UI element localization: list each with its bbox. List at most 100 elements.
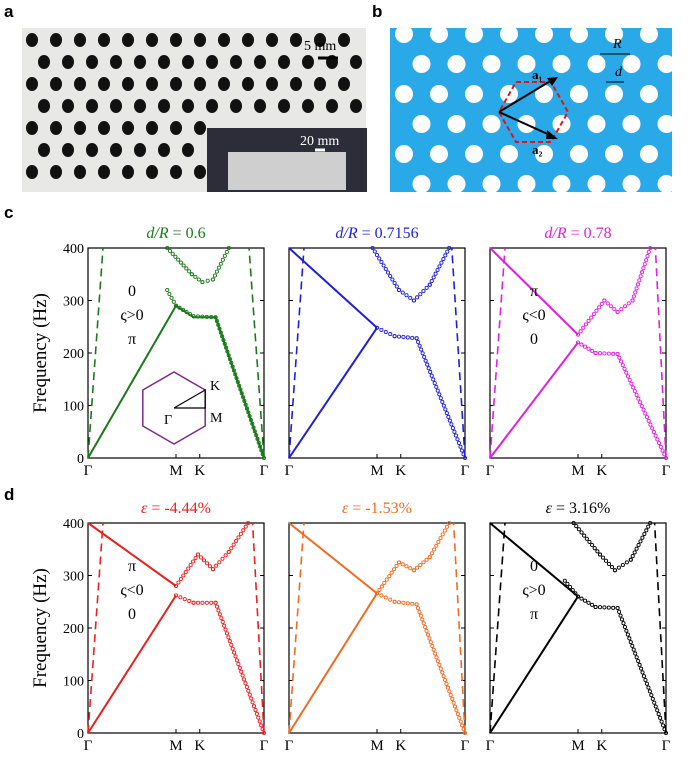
band-point [586,318,591,324]
d-label: d [615,65,623,80]
photo-hole [350,99,362,113]
band-point [643,677,648,683]
band-point [170,251,175,256]
band-point [171,299,176,304]
band-point [429,279,434,284]
lattice-background [390,28,672,192]
band-point [396,600,402,605]
band-point [223,627,228,632]
band-point [418,562,423,568]
band-point [173,583,179,589]
band-point [176,580,181,585]
y-tick-label: 0 [77,452,84,467]
band-point [624,560,629,565]
lattice-hole [535,85,553,103]
band-point [178,576,183,582]
x-tick-label: M [169,463,182,479]
band-dashed-line [288,522,305,734]
band-point [435,388,440,393]
chart-title-value: = -1.53% [348,500,412,517]
band-point [644,415,650,420]
band-point [244,684,249,690]
band-point [396,560,402,565]
band-point [641,407,646,412]
band-dashed-line [87,247,104,459]
band-point [612,568,618,573]
band-point [236,662,241,667]
inset-K: K [210,379,220,394]
band-point [226,549,231,554]
band-point [632,550,637,555]
scale-label-inset: 20 mm [300,134,339,149]
band-point [410,601,415,606]
band-point [578,329,583,334]
lattice-hole [395,145,413,163]
band-point [642,262,647,267]
chart-frame [288,522,466,734]
band-point [214,604,220,609]
band-point [243,402,248,407]
band-point [582,598,588,603]
band-point [448,693,453,698]
lattice-hole [412,115,431,133]
x-tick-label: K [395,738,406,754]
band-point [377,587,382,592]
band-point [431,377,436,382]
band-point [184,266,189,271]
y-tick-label: 200 [63,622,84,637]
band-point [241,528,246,533]
photo-hole [242,33,254,47]
band-point [217,560,222,565]
lattice-hole [640,25,658,43]
photo-hole [110,55,122,69]
vector-a1 [498,79,553,113]
y-tick-label: 300 [63,570,84,585]
band-annotation: π [530,283,538,300]
lattice-hole [657,115,676,133]
band-point [247,692,252,697]
band-point [181,573,186,578]
scale-label-main: 5 mm [304,39,336,54]
band-point [226,353,231,358]
band-point [629,381,634,386]
chart-title-value: = 0.6 [169,225,206,242]
band-point [438,536,443,541]
band-point [640,670,645,675]
band-point [254,433,259,438]
band-point [374,252,380,258]
band-point [644,681,649,686]
band-point [423,358,428,363]
y-tick-label: 300 [63,295,84,310]
band-point [618,613,623,618]
band-point [630,643,635,648]
band-point [379,584,384,589]
photo-hole [110,99,122,113]
band-point [612,307,617,312]
band-point [195,552,201,557]
band-point [417,343,422,348]
band-point [639,666,644,671]
band-point [251,704,257,709]
band-point [253,707,258,713]
band-point [421,621,426,626]
band-point [387,574,392,579]
band-point [628,640,633,645]
y-tick-label: 400 [63,517,84,532]
band-point [648,245,653,251]
band-line [288,327,378,459]
band-point [431,275,436,280]
band-point [570,588,575,593]
band-point [632,389,637,394]
band-point [243,524,248,529]
band-point [642,531,647,537]
band-point [405,601,410,606]
lattice-hole [482,175,501,193]
band-point [243,681,248,686]
band-point [615,351,620,357]
band-point [611,351,616,356]
band-point [606,605,611,610]
lattice-hole [640,85,658,103]
band-point [217,326,222,331]
band-point [624,370,629,375]
